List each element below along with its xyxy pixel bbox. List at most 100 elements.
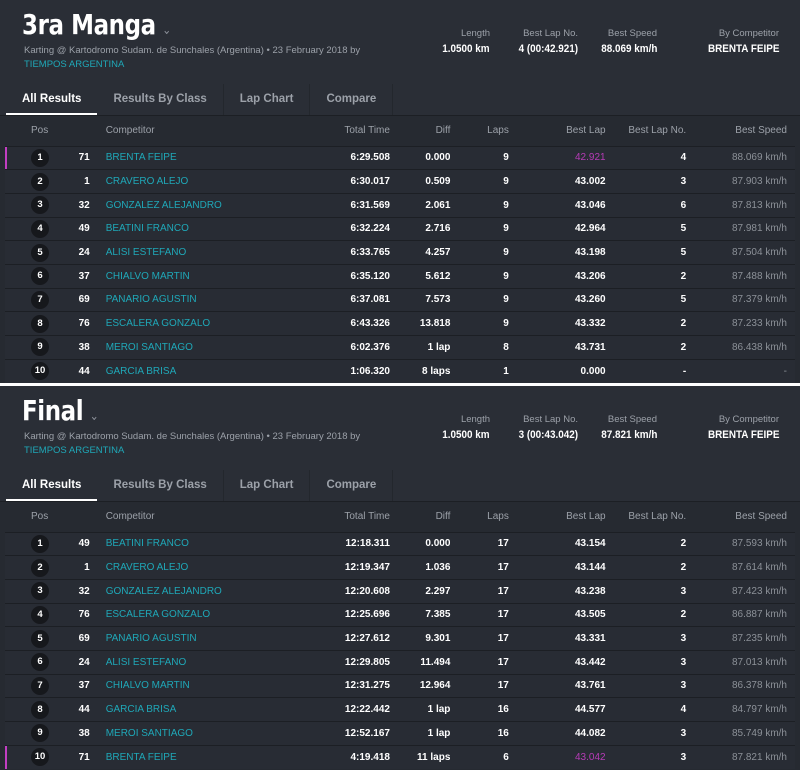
position-badge: 9 (31, 338, 49, 357)
table-row[interactable]: 7 69 PANARIO AGUSTIN 6:37.081 7.573 9 43.260 5 8… (5, 287, 795, 312)
column-header-laps[interactable]: Laps (487, 511, 509, 523)
column-header-number[interactable] (57, 116, 97, 146)
column-header-best-lap-no[interactable]: Best Lap No. (628, 125, 687, 137)
table-row[interactable]: 4 49 BEATINI FRANCO 6:32.224 2.716 9 42.964 5 87… (5, 216, 795, 241)
table-row[interactable]: 9 38 MEROI SANTIAGO 6:02.376 1 lap 8 43.731 2 86… (5, 335, 795, 360)
column-header-best-lap[interactable]: Best Lap (566, 511, 606, 523)
cell-competitor[interactable]: GONZALEZ ALEJANDRO (97, 192, 320, 218)
cell-competitor[interactable]: BEATINI FRANCO (97, 531, 320, 556)
cell-total-time: 6:43.326 (319, 311, 398, 336)
table-row[interactable]: 10 71 BRENTA FEIPE 4:19.418 11 laps 6 43.042 3 8… (5, 744, 795, 769)
cell-competitor[interactable]: GONZALEZ ALEJANDRO (97, 578, 320, 604)
cell-competitor[interactable]: CHIALVO MARTIN (97, 673, 320, 698)
cell-number: 38 (57, 721, 98, 746)
organizer-link[interactable]: TIEMPOS ARGENTINA (24, 445, 125, 456)
cell-competitor[interactable]: GARCIA BRISA (97, 697, 320, 722)
cell-competitor[interactable]: MEROI SANTIAGO (97, 335, 320, 360)
cell-best-speed: 87.614 km/h (694, 555, 795, 580)
column-header-competitor[interactable]: Competitor (105, 511, 155, 523)
cell-competitor[interactable]: BRENTA FEIPE (97, 744, 320, 769)
cell-best-lap: 43.198 (516, 240, 614, 265)
cell-competitor[interactable]: BEATINI FRANCO (97, 216, 320, 241)
column-header-best-lap[interactable]: Best Lap (566, 125, 606, 137)
cell-competitor[interactable]: PANARIO AGUSTIN (97, 626, 320, 651)
cell-number: 71 (57, 744, 98, 769)
results-table: Pos Competitor Total Time Diff Laps Best Lap B… (5, 116, 795, 383)
column-header-total-time[interactable]: Total Time (344, 511, 390, 523)
stat-length: Length 1.0500 km (437, 28, 490, 55)
table-row[interactable]: 10 44 GARCIA BRISA 1:06.320 8 laps 1 0.000- - (5, 358, 795, 383)
table-row[interactable]: 2 1 CRAVERO ALEJO 6:30.017 0.509 9 43.002 3 87.9… (5, 169, 795, 194)
cell-competitor[interactable]: PANARIO AGUSTIN (97, 287, 320, 312)
column-header-best-speed[interactable]: Best Speed (735, 125, 787, 137)
chevron-down-icon[interactable]: ⌄ (89, 409, 99, 424)
cell-number: 49 (57, 216, 98, 241)
cell-competitor[interactable]: BRENTA FEIPE (97, 145, 320, 170)
session-title[interactable]: 3ra Manga ⌄ (22, 8, 171, 41)
table-row[interactable]: 6 24 ALISI ESTEFANO 12:29.805 11.494 17 43.442… (5, 649, 795, 675)
table-row[interactable]: 6 37 CHIALVO MARTIN 6:35.120 5.612 9 43.206 2 87… (5, 263, 795, 289)
column-header-pos[interactable]: Pos (31, 125, 49, 137)
cell-best-lap-no: 3 (613, 721, 695, 746)
organizer-link[interactable]: TIEMPOS ARGENTINA (24, 59, 125, 70)
tab-all-results[interactable]: All Results (6, 470, 98, 501)
cell-competitor[interactable]: MEROI SANTIAGO (97, 721, 320, 746)
table-row[interactable]: 3 32 GONZALEZ ALEJANDRO 6:31.569 2.061 9 43.04… (5, 192, 795, 218)
cell-pos: 2 (5, 555, 58, 580)
tab-compare[interactable]: Compare (310, 470, 394, 501)
cell-competitor[interactable]: CHIALVO MARTIN (97, 263, 320, 289)
column-header-number[interactable] (57, 502, 97, 532)
table-row[interactable]: 5 69 PANARIO AGUSTIN 12:27.612 9.301 17 43.331… (5, 626, 795, 651)
table-row[interactable]: 8 44 GARCIA BRISA 12:22.442 1 lap 16 44.577 4 84… (5, 697, 795, 722)
cell-competitor[interactable]: CRAVERO ALEJO (97, 169, 320, 194)
table-row[interactable]: 9 38 MEROI SANTIAGO 12:52.167 1 lap 16 44.082 3… (5, 721, 795, 746)
tab-lap-chart[interactable]: Lap Chart (224, 84, 311, 115)
cell-competitor[interactable]: GARCIA BRISA (97, 358, 320, 383)
cell-laps: 17 (458, 555, 517, 580)
column-header-competitor[interactable]: Competitor (105, 125, 155, 137)
column-header-best-speed[interactable]: Best Speed (735, 511, 787, 523)
column-header-pos[interactable]: Pos (31, 511, 49, 523)
cell-competitor[interactable]: ESCALERA GONZALO (97, 311, 320, 336)
table-row[interactable]: 8 76 ESCALERA GONZALO 6:43.326 13.818 9 43.332… (5, 311, 795, 336)
chevron-down-icon[interactable]: ⌄ (162, 23, 171, 38)
cell-pos: 5 (5, 240, 58, 265)
table-header: Pos Competitor Total Time Diff Laps Best Lap B… (5, 116, 795, 146)
cell-competitor[interactable]: CRAVERO ALEJO (97, 555, 320, 580)
tab-lap-chart[interactable]: Lap Chart (224, 470, 311, 501)
column-header-diff[interactable]: Diff (435, 511, 451, 523)
table-row[interactable]: 7 37 CHIALVO MARTIN 12:31.275 12.964 17 43.761… (5, 673, 795, 698)
table-row[interactable]: 5 24 ALISI ESTEFANO 6:33.765 4.257 9 43.198 5 87… (5, 240, 795, 265)
column-header-total-time[interactable]: Total Time (344, 125, 390, 137)
tab-results-by-class[interactable]: Results By Class (97, 84, 224, 115)
table-row[interactable]: 1 71 BRENTA FEIPE 6:29.508 0.000 9 42.921 4 88.0… (5, 145, 795, 170)
column-header-best-lap-no[interactable]: Best Lap No. (628, 511, 687, 523)
cell-laps: 1 (458, 358, 517, 383)
cell-best-speed: 87.423 km/h (694, 578, 795, 604)
cell-diff: 11.494 (397, 649, 459, 675)
session-title[interactable]: Final ⌄ (22, 394, 99, 427)
position-badge: 2 (31, 172, 49, 191)
cell-competitor[interactable]: ALISI ESTEFANO (97, 649, 320, 675)
cell-number: 69 (57, 287, 98, 312)
stat-label: Length (460, 28, 490, 39)
results-tabs: All Results Results By Class Lap Chart Comp… (0, 470, 800, 502)
cell-best-lap-no: 3 (613, 578, 695, 604)
column-header-laps[interactable]: Laps (487, 125, 509, 137)
table-row[interactable]: 3 32 GONZALEZ ALEJANDRO 12:20.608 2.297 17 43.… (5, 578, 795, 604)
tab-all-results[interactable]: All Results (6, 84, 98, 115)
cell-best-speed: 86.378 km/h (694, 673, 795, 698)
table-row[interactable]: 4 76 ESCALERA GONZALO 12:25.696 7.385 17 43.50… (5, 602, 795, 627)
cell-diff: 11 laps (397, 744, 459, 769)
cell-number: 38 (57, 335, 98, 360)
table-row[interactable]: 2 1 CRAVERO ALEJO 12:19.347 1.036 17 43.144 2 87… (5, 555, 795, 580)
cell-total-time: 12:20.608 (319, 578, 398, 604)
stat-value: 3 (00:43.042) (518, 429, 578, 441)
column-header-diff[interactable]: Diff (435, 125, 451, 137)
tab-compare[interactable]: Compare (310, 84, 394, 115)
table-row[interactable]: 1 49 BEATINI FRANCO 12:18.311 0.000 17 43.154 2… (5, 531, 795, 556)
cell-best-lap-no: 4 (613, 697, 695, 722)
cell-competitor[interactable]: ESCALERA GONZALO (97, 602, 320, 627)
cell-competitor[interactable]: ALISI ESTEFANO (97, 240, 320, 265)
tab-results-by-class[interactable]: Results By Class (97, 470, 224, 501)
